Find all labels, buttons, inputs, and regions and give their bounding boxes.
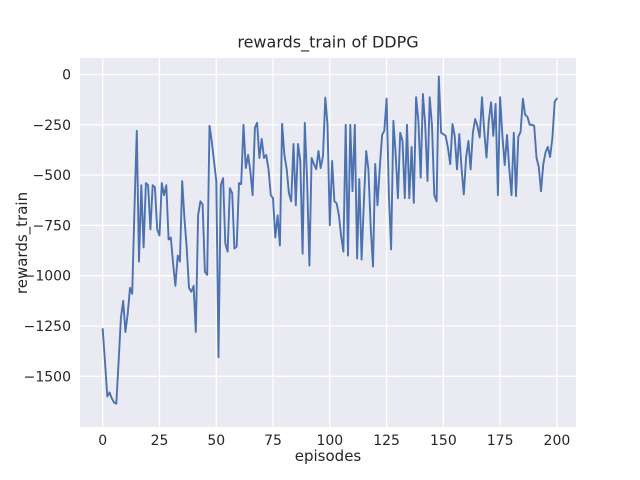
x-tick-label: 200 xyxy=(544,433,571,449)
x-tick-label: 25 xyxy=(151,433,169,449)
data-line xyxy=(101,75,558,405)
y-tick-label: −1250 xyxy=(24,319,71,335)
chart-title: rewards_train of DDPG xyxy=(237,32,419,52)
x-tick-label: 100 xyxy=(316,433,343,449)
y-tick-label: −1000 xyxy=(24,269,71,285)
y-tick-label: −1500 xyxy=(24,369,71,385)
y-tick-label: −500 xyxy=(33,168,71,184)
y-tick-label: −250 xyxy=(33,118,71,134)
y-tick-label: 0 xyxy=(62,67,71,83)
x-axis-label: episodes xyxy=(294,447,362,465)
x-tick-label: 150 xyxy=(430,433,457,449)
x-tick-label: 0 xyxy=(98,433,107,449)
y-tick-label: −750 xyxy=(33,218,71,234)
x-tick-label: 50 xyxy=(207,433,225,449)
x-tick-label: 75 xyxy=(264,433,282,449)
x-tick-label: 175 xyxy=(487,433,514,449)
x-tick-label: 125 xyxy=(373,433,400,449)
